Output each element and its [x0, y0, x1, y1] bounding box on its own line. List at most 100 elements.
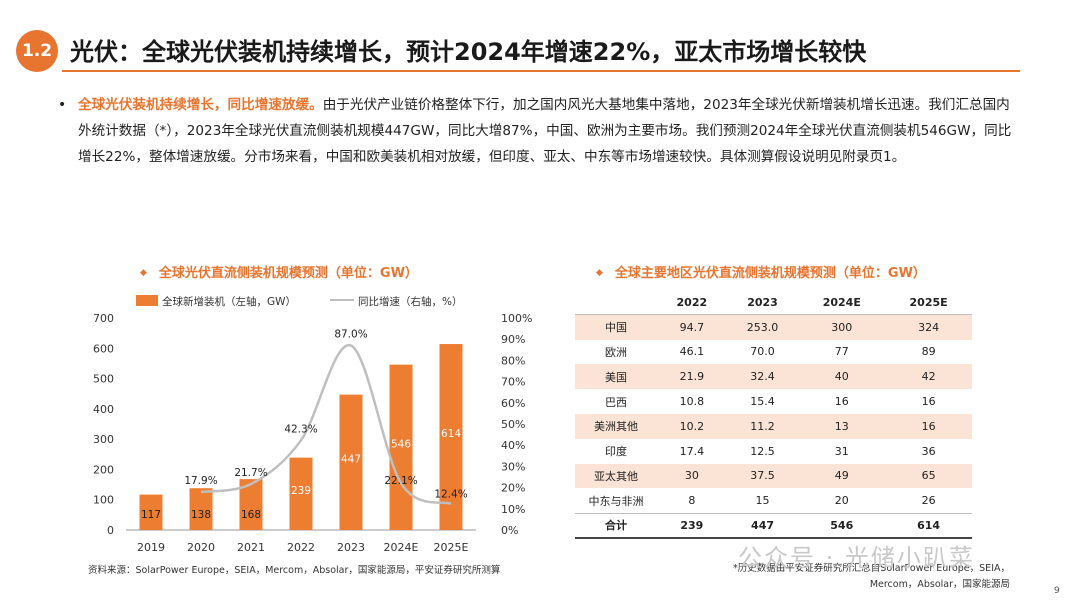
- table-row: 印度 17.4 12.5 31 36: [575, 439, 972, 464]
- y-right-tick-label: 70%: [501, 376, 525, 389]
- x-tick-label: 2025E: [434, 541, 469, 554]
- table-region-cell: 亚太其他: [575, 463, 657, 489]
- legend-bar-label: 全球新增装机（左轴，GW）: [162, 295, 296, 308]
- table-header-cell: 2023: [726, 290, 799, 316]
- bullet-paragraph: • 全球光伏装机持续增长，同比增速放缓。由于光伏产业链价格整体下行，加之国内风光…: [58, 92, 1013, 170]
- table-value-cell: 546: [798, 512, 886, 539]
- table-region-cell: 合计: [575, 512, 657, 539]
- history-note-line-2: Mercom，Absolar，国家能源局: [869, 579, 1010, 590]
- diamond-icon: ◆: [596, 268, 603, 278]
- table-header-cell: 2025E: [885, 290, 972, 316]
- y-right-tick-label: 60%: [501, 397, 525, 410]
- table-value-cell: 21.9: [657, 364, 727, 390]
- table-row: 欧洲 46.1 70.0 77 89: [575, 340, 972, 365]
- table-value-cell: 15.4: [750, 395, 775, 409]
- table-header-cell: 2022: [657, 290, 727, 316]
- bar-chart-title-text: 全球光伏直流侧装机规模预测（单位：GW）: [158, 266, 418, 281]
- bullet-highlight: 全球光伏装机持续增长，同比增速放缓。: [78, 97, 323, 113]
- x-tick-label: 2024E: [384, 541, 419, 554]
- growth-rate-label: 22.1%: [384, 475, 417, 487]
- table-region-cell: 中东与非洲: [588, 494, 644, 508]
- table-value-cell: 49: [798, 463, 886, 489]
- bullet-dot-icon: •: [58, 97, 67, 113]
- x-tick-label: 2023: [337, 541, 365, 554]
- bar: [339, 394, 363, 530]
- history-note-line-1: *历史数据由平安证券研究所汇总自SolarPower Europe，SEIA，: [733, 563, 1010, 574]
- x-tick-label: 2019: [137, 541, 165, 554]
- bar-value-label: 614: [441, 428, 461, 440]
- table-row: 中东与非洲 8 15 20 26: [575, 488, 972, 513]
- table-value-cell: 11.2: [726, 413, 799, 439]
- y-right-tick-label: 80%: [501, 354, 525, 367]
- table-row: 美洲其他 10.2 11.2 13 16: [575, 413, 972, 439]
- table-row: 美国 21.9 32.4 40 42: [575, 364, 972, 390]
- installation-combo-chart: 全球新增装机（左轴，GW） 同比增速（右轴，%） 0 100 200 300 400 500 6…: [93, 295, 532, 554]
- y-right-tick-label: 0%: [501, 524, 518, 537]
- table-value-cell: 94.7: [657, 314, 727, 340]
- legend-bar-swatch: [136, 295, 158, 306]
- bar: [239, 479, 263, 530]
- x-tick-label: 2021: [237, 541, 265, 554]
- legend-line-label: 同比增速（右轴，%）: [358, 295, 462, 308]
- table-value-cell: 253.0: [726, 314, 799, 340]
- table-value-cell: 70.0: [750, 345, 775, 359]
- y-right-tick-label: 10%: [501, 503, 525, 516]
- table-value-cell: 10.8: [679, 395, 705, 409]
- table-value-cell: 17.4: [679, 444, 705, 458]
- growth-rate-label: 87.0%: [334, 329, 367, 341]
- bar-value-label: 138: [191, 509, 211, 521]
- table-value-cell: 89: [921, 345, 936, 359]
- table-value-cell: 16: [834, 395, 849, 409]
- bar-value-label: 117: [141, 509, 161, 521]
- table-header-cell: [575, 290, 657, 316]
- table-row: 中国 94.7 253.0 300 324: [575, 314, 972, 340]
- table-row: 巴西 10.8 15.4 16 16: [575, 389, 972, 414]
- table-value-cell: 77: [834, 345, 849, 359]
- wechat-watermark: 公众号 · 光储小趴菜: [738, 544, 975, 572]
- table-value-cell: 614: [885, 512, 972, 539]
- table-value-cell: 42: [885, 364, 972, 390]
- table-value-cell: 239: [657, 512, 727, 539]
- table-header-row: 2022 2023 2024E 2025E: [575, 290, 972, 316]
- table-value-cell: 300: [798, 314, 886, 340]
- table-title-text: 全球主要地区光伏直流侧装机规模预测（单位：GW）: [614, 266, 926, 281]
- growth-rate-label: 17.9%: [184, 475, 217, 487]
- y-left-tick-label: 200: [93, 463, 114, 476]
- table-region-cell: 美国: [575, 364, 657, 390]
- table-value-cell: 31: [834, 444, 849, 458]
- y-left-tick-label: 700: [93, 312, 114, 325]
- y-right-tick-label: 100%: [501, 312, 532, 325]
- growth-rate-label: 12.4%: [434, 489, 467, 501]
- y-left-tick-label: 500: [93, 373, 114, 386]
- table-region-cell: 中国: [575, 314, 657, 340]
- table-value-cell: 12.5: [750, 444, 775, 458]
- y-left-tick-label: 400: [93, 403, 114, 416]
- y-right-tick-label: 90%: [501, 333, 525, 346]
- y-right-tick-label: 40%: [501, 439, 525, 452]
- table-value-cell: 10.2: [657, 413, 727, 439]
- diamond-icon: ◆: [140, 268, 147, 278]
- y-left-tick-label: 0: [107, 524, 114, 537]
- page-number: 9: [1054, 586, 1060, 596]
- table-value-cell: 36: [921, 444, 936, 458]
- table-value-cell: 16: [921, 395, 936, 409]
- bar-value-label: 447: [341, 453, 361, 465]
- table-value-cell: 15: [755, 494, 770, 508]
- y-left-tick-label: 300: [93, 433, 114, 446]
- bar: [389, 364, 413, 530]
- table-value-cell: 26: [921, 494, 936, 508]
- bar: [289, 457, 313, 530]
- bar: [439, 344, 463, 530]
- table-value-cell: 37.5: [726, 463, 799, 489]
- table-header-cell: 2024E: [798, 290, 886, 316]
- y-right-tick-label: 50%: [501, 418, 525, 431]
- table-value-cell: 46.1: [679, 345, 705, 359]
- table-region-cell: 美洲其他: [575, 413, 657, 439]
- bar-value-label: 168: [241, 509, 261, 521]
- bar-value-label: 546: [391, 438, 411, 450]
- y-right-tick-label: 30%: [501, 460, 525, 473]
- table-value-cell: 13: [798, 413, 886, 439]
- x-tick-label: 2020: [187, 541, 215, 554]
- table-row: 合计 239 447 546 614: [575, 512, 972, 539]
- growth-rate-label: 21.7%: [234, 467, 267, 479]
